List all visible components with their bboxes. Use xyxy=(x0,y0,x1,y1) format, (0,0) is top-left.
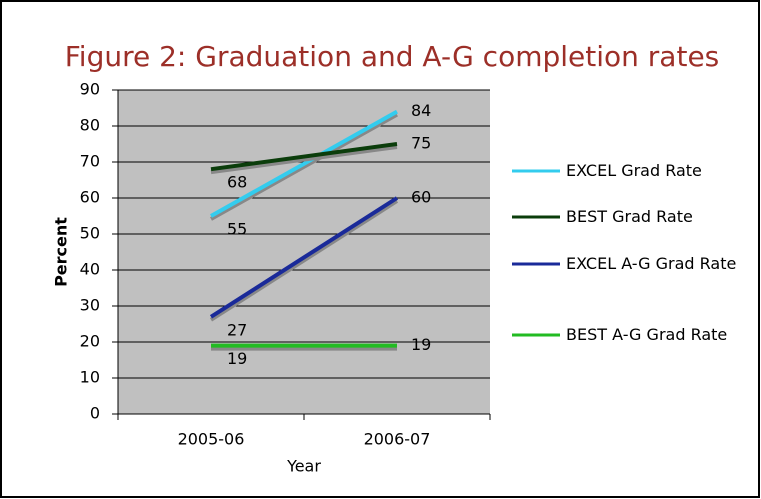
data-label: 75 xyxy=(411,134,431,153)
data-label: 68 xyxy=(227,173,247,192)
y-tick-label: 40 xyxy=(80,260,100,279)
legend-label: BEST Grad Rate xyxy=(566,207,693,226)
y-tick-label: 10 xyxy=(80,368,100,387)
data-label: 55 xyxy=(227,220,247,239)
chart-title: Figure 2: Graduation and A-G completion … xyxy=(65,40,720,73)
y-tick-label: 90 xyxy=(80,80,100,99)
y-tick-label: 60 xyxy=(80,188,100,207)
x-axis-label: Year xyxy=(286,457,321,476)
y-tick-label: 80 xyxy=(80,116,100,135)
plot-area xyxy=(118,90,490,414)
y-tick-label: 50 xyxy=(80,224,100,243)
y-tick-label: 70 xyxy=(80,152,100,171)
y-axis-label: Percent xyxy=(52,217,71,287)
line-shadow xyxy=(209,199,399,322)
series-line xyxy=(210,109,398,218)
series-line xyxy=(210,142,398,172)
line-shadow xyxy=(210,145,398,175)
data-label: 84 xyxy=(411,101,431,120)
data-label: 19 xyxy=(227,349,247,368)
x-tick-label: 2005-06 xyxy=(178,430,245,449)
y-tick-label: 0 xyxy=(90,404,100,423)
x-tick-label: 2006-07 xyxy=(364,430,431,449)
data-label: 27 xyxy=(227,320,247,339)
legend-label: EXCEL Grad Rate xyxy=(566,161,702,180)
legend-label: BEST A-G Grad Rate xyxy=(566,325,727,344)
y-tick-label: 20 xyxy=(80,332,100,351)
data-label: 60 xyxy=(411,188,431,207)
line-shadow xyxy=(210,112,398,221)
series-line xyxy=(209,196,399,319)
y-tick-label: 30 xyxy=(80,296,100,315)
data-label: 19 xyxy=(411,335,431,354)
legend-label: EXCEL A-G Grad Rate xyxy=(566,254,736,273)
